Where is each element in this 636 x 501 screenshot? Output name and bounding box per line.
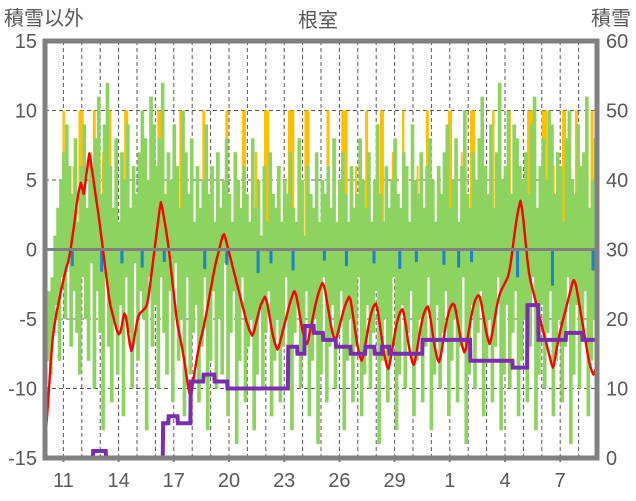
- page-title: 根室: [298, 10, 338, 32]
- snowdepth-step-line: [45, 303, 597, 460]
- precipitation-bars: [70, 249, 595, 286]
- y-axis-tick: 5: [26, 170, 37, 192]
- y2-axis-tick: 30: [606, 240, 628, 262]
- right-axis-label: 積雪: [591, 8, 631, 30]
- x-axis-tick: 11: [53, 470, 74, 492]
- y2-axis-tick: 0: [606, 448, 617, 470]
- temperature-line: [44, 152, 598, 434]
- wind-series: [44, 82, 598, 445]
- y-axis-tick: 0: [26, 240, 37, 262]
- x-axis-tick: 20: [218, 470, 240, 492]
- y-axis-tick: 10: [15, 101, 37, 123]
- y2-axis-tick: 50: [606, 101, 628, 123]
- x-axis-tick: 4: [499, 470, 510, 492]
- y2-axis-tick: 20: [606, 309, 628, 331]
- x-axis-tick: 26: [328, 470, 350, 492]
- x-axis-tick: 23: [273, 470, 295, 492]
- y-axis-tick: -5: [19, 309, 37, 331]
- x-axis-tick: 17: [163, 470, 185, 492]
- axis-frame: [42, 38, 600, 461]
- x-axis-tick: 1: [444, 470, 455, 492]
- x-axis-tick: 7: [555, 470, 566, 492]
- y-axis-tick: -10: [8, 379, 37, 401]
- y2-axis-tick: 10: [606, 379, 628, 401]
- left-axis-label: 積雪以外: [4, 8, 84, 30]
- y2-axis-tick: 40: [606, 170, 628, 192]
- y2-axis-tick: 60: [606, 31, 628, 53]
- y-axis-tick: -15: [8, 448, 37, 470]
- x-axis-tick: 29: [383, 470, 405, 492]
- y-axis-tick: 15: [15, 31, 37, 53]
- x-axis-tick: 14: [107, 470, 129, 492]
